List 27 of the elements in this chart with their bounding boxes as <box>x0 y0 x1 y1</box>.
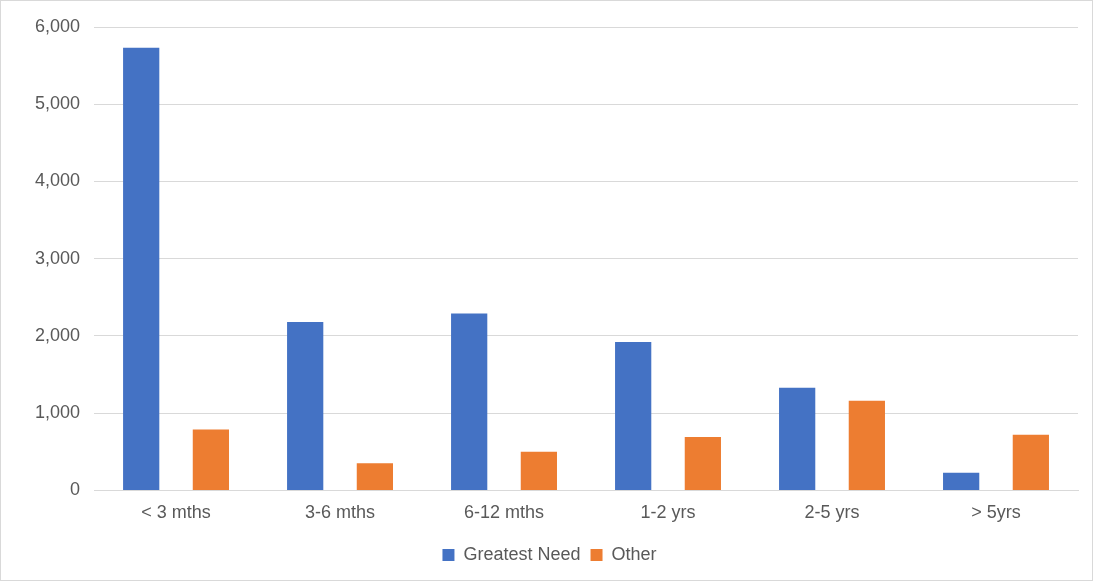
bar <box>615 342 652 490</box>
bar <box>451 313 488 490</box>
y-tick-label: 3,000 <box>35 247 81 268</box>
bar <box>520 451 557 490</box>
y-tick-label: 2,000 <box>35 324 81 345</box>
y-tick-label: 5,000 <box>35 93 81 114</box>
legend-label: Greatest Need <box>463 543 581 564</box>
bar <box>684 437 721 490</box>
bar <box>1012 434 1049 490</box>
legend-label: Other <box>611 543 657 564</box>
x-tick-label: 3-6 mths <box>305 502 376 523</box>
bar <box>943 472 980 490</box>
bar <box>356 463 393 490</box>
x-tick-label: 2-5 yrs <box>804 502 860 523</box>
y-tick-label: 6,000 <box>35 15 81 36</box>
x-tick-label: 6-12 mths <box>464 502 545 523</box>
y-tick-label: 0 <box>70 479 81 500</box>
x-tick-label: 1-2 yrs <box>640 502 696 523</box>
x-tick-label: > 5yrs <box>971 502 1021 523</box>
bar <box>192 429 230 490</box>
bar <box>848 400 885 490</box>
x-tick-label: < 3 mths <box>141 502 211 523</box>
y-tick-label: 4,000 <box>35 170 81 191</box>
y-tick-label: 1,000 <box>35 402 81 423</box>
bar <box>123 47 160 490</box>
bar <box>287 322 324 490</box>
bar <box>779 387 816 490</box>
